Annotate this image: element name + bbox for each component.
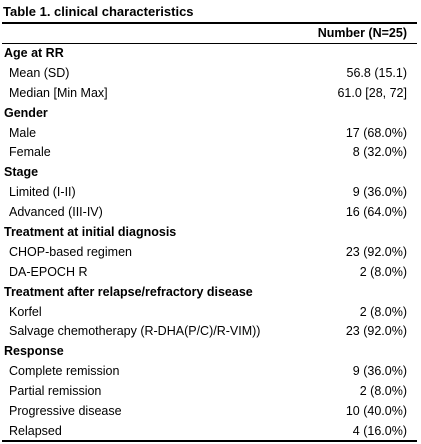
column-header-number: Number (N=25)	[317, 26, 407, 40]
row-label: Limited (I-II)	[9, 185, 76, 200]
table-row: Salvage chemotherapy (R-DHA(P/C)/R-VIM))…	[0, 322, 421, 342]
section-header-row: Gender	[0, 104, 421, 124]
table-row: Relapsed 4 (16.0%)	[0, 422, 421, 442]
header-rule	[2, 43, 417, 44]
table-row: Female 8 (32.0%)	[0, 143, 421, 163]
section-label: Gender	[4, 105, 48, 120]
row-label: Median [Min Max]	[9, 85, 108, 100]
row-value: 23 (92.0%)	[345, 244, 407, 259]
table-row: DA-EPOCH R 2 (8.0%)	[0, 263, 421, 283]
row-value: 2 (8.0%)	[359, 264, 407, 279]
row-value: 17 (68.0%)	[345, 125, 407, 140]
row-value: 9 (36.0%)	[352, 364, 407, 379]
section-label: Treatment at initial diagnosis	[4, 225, 177, 240]
row-value: 9 (36.0%)	[352, 185, 407, 200]
section-header-row: Age at RR	[0, 44, 421, 64]
top-rule	[2, 22, 417, 24]
section-label: Response	[4, 344, 64, 359]
table-title: Table 1. clinical characteristics	[3, 4, 194, 19]
row-label: Korfel	[9, 304, 42, 319]
table-row: Mean (SD) 56.8 (15.1)	[0, 64, 421, 84]
table-row: Limited (I-II) 9 (36.0%)	[0, 183, 421, 203]
row-label: Partial remission	[9, 384, 102, 399]
section-header-row: Treatment at initial diagnosis	[0, 223, 421, 243]
section-label: Treatment after relapse/refractory disea…	[4, 284, 253, 299]
row-label: Progressive disease	[9, 404, 122, 419]
bottom-rule	[2, 440, 417, 442]
row-label: DA-EPOCH R	[9, 264, 88, 279]
row-label: Complete remission	[9, 364, 120, 379]
row-label: Male	[9, 125, 37, 140]
section-header-row: Treatment after relapse/refractory disea…	[0, 283, 421, 303]
row-value: 8 (32.0%)	[352, 145, 407, 160]
row-value: 4 (16.0%)	[352, 423, 407, 438]
section-label: Stage	[4, 165, 39, 180]
section-label: Age at RR	[4, 46, 64, 60]
row-value: 2 (8.0%)	[359, 304, 407, 319]
row-value: 23 (92.0%)	[345, 324, 407, 339]
table-body: Age at RR Mean (SD) 56.8 (15.1) Median [Min…	[0, 44, 421, 442]
row-label: Female	[9, 145, 51, 160]
table-row: Advanced (III-IV) 16 (64.0%)	[0, 203, 421, 223]
row-value: 2 (8.0%)	[359, 384, 407, 399]
row-value: 16 (64.0%)	[345, 205, 407, 220]
table-row: Male 17 (68.0%)	[0, 124, 421, 144]
row-value: 56.8 (15.1)	[346, 65, 407, 80]
table-row: CHOP-based regimen 23 (92.0%)	[0, 243, 421, 263]
section-header-row: Stage	[0, 163, 421, 183]
row-value: 61.0 [28, 72]	[337, 85, 407, 100]
row-label: Salvage chemotherapy (R-DHA(P/C)/R-VIM))	[9, 324, 261, 339]
row-value: 10 (40.0%)	[345, 404, 407, 419]
row-label: CHOP-based regimen	[9, 244, 132, 259]
row-label: Advanced (III-IV)	[9, 205, 103, 220]
section-header-row: Response	[0, 342, 421, 362]
table-row: Complete remission 9 (36.0%)	[0, 362, 421, 382]
row-label: Relapsed	[9, 423, 62, 438]
table-row: Median [Min Max] 61.0 [28, 72]	[0, 84, 421, 104]
table-row: Partial remission 2 (8.0%)	[0, 382, 421, 402]
table-row: Progressive disease 10 (40.0%)	[0, 402, 421, 422]
table-row: Korfel 2 (8.0%)	[0, 303, 421, 323]
row-label: Mean (SD)	[9, 65, 70, 80]
